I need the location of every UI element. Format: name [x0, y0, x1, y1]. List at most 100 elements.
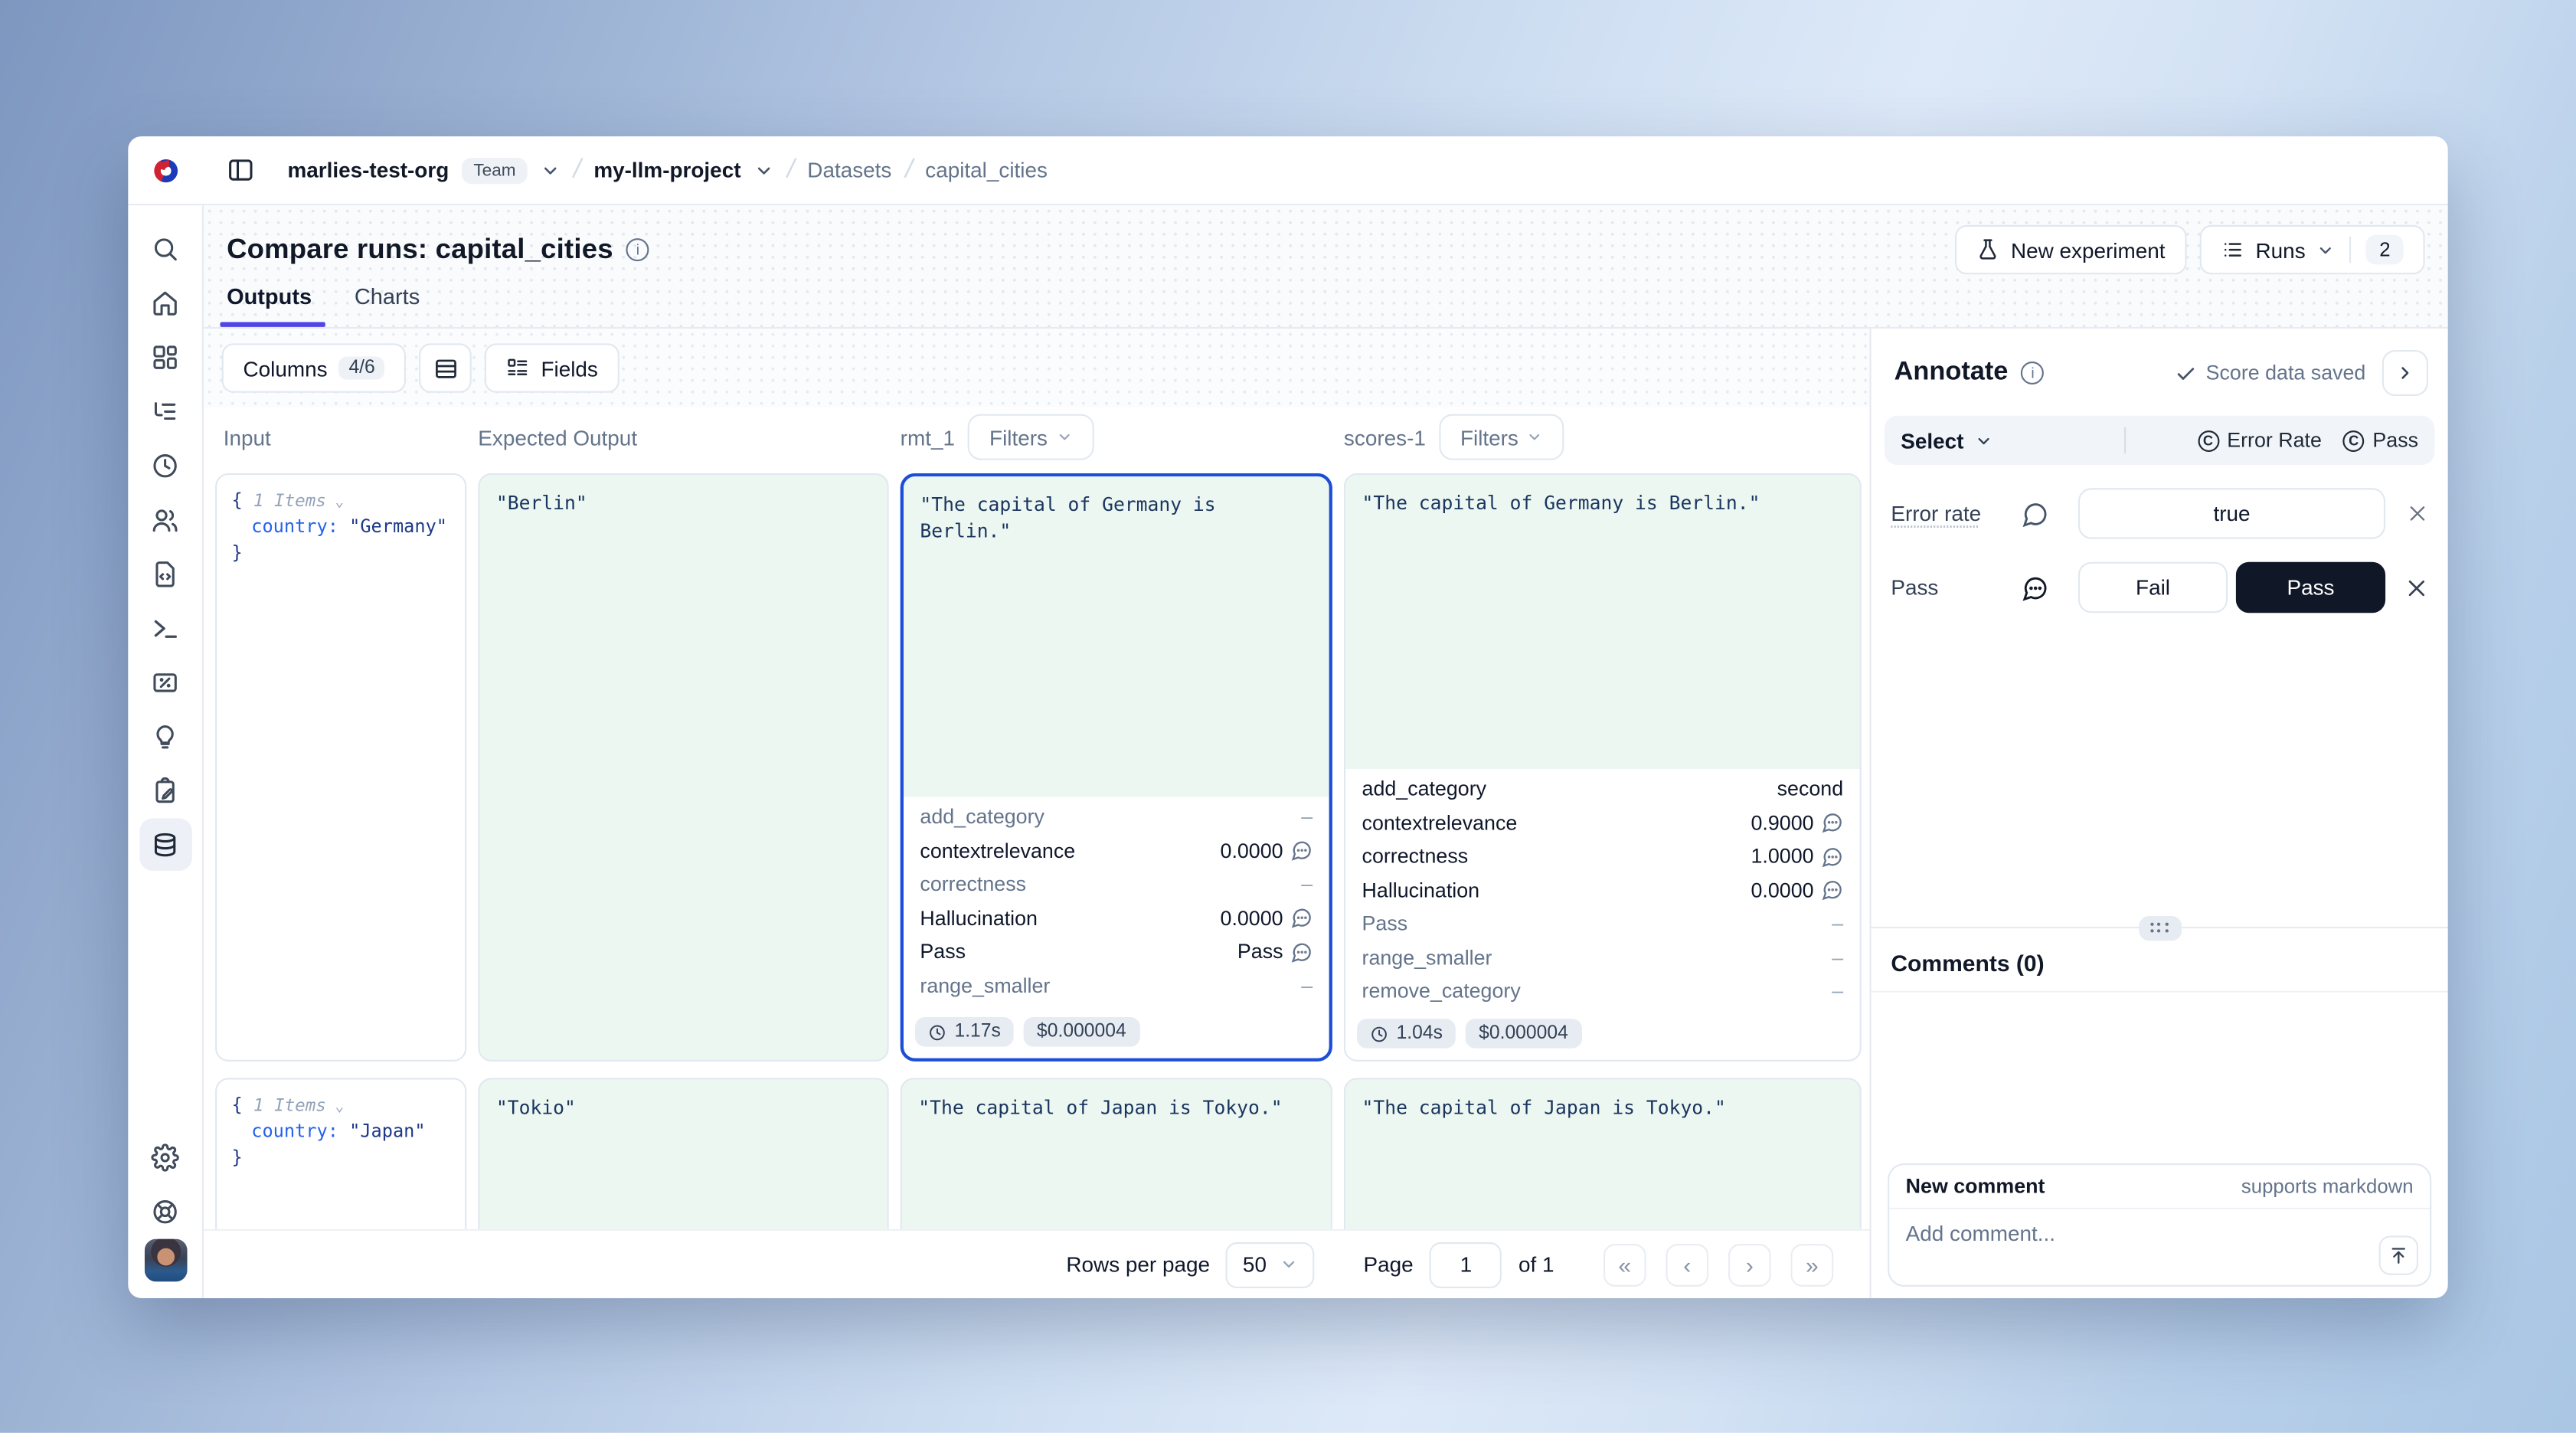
annotation-queues-icon[interactable] — [139, 764, 191, 817]
breadcrumb-separator: / — [783, 155, 798, 184]
run1-output-cell-selected[interactable]: "The capital of Germany is Berlin." add_… — [900, 473, 1332, 1062]
expected-output-cell[interactable]: "Berlin" — [478, 473, 889, 1062]
tab-charts[interactable]: Charts — [354, 284, 420, 309]
breadcrumb-separator: / — [570, 155, 584, 184]
latency-badge: 1.17s — [914, 1017, 1015, 1047]
breadcrumb-org[interactable]: marlies-test-org — [287, 157, 449, 183]
runs-chevron-down-icon — [2317, 240, 2336, 259]
columns-button[interactable]: Columns 4/6 — [221, 343, 407, 393]
score-comment-icon[interactable] — [1822, 879, 1843, 901]
table-rows: { 1 Items ⌄ country: "Germany" } "Berlin… — [204, 473, 1869, 1229]
json-collapse-icon[interactable]: ⌄ — [325, 1099, 345, 1116]
rows-per-page-select[interactable]: 50 — [1226, 1241, 1315, 1287]
home-icon[interactable] — [139, 276, 191, 329]
expected-output-cell[interactable]: "Tokio" — [478, 1078, 889, 1229]
annotate-section: Annotate i Score data saved — [1872, 329, 2448, 927]
annotate-info-icon[interactable]: i — [2021, 361, 2045, 385]
prompts-file-icon[interactable] — [139, 547, 191, 600]
pass-option-button-selected[interactable]: Pass — [2235, 561, 2386, 613]
sidebar-item-datasets[interactable] — [139, 818, 191, 872]
grip-dots-icon — [2149, 922, 2169, 934]
page-number-input[interactable] — [1430, 1241, 1502, 1287]
score-comment-icon[interactable] — [1822, 846, 1843, 867]
run1-filters-button[interactable]: Filters — [968, 414, 1094, 460]
collapse-panel-button[interactable] — [2381, 349, 2428, 397]
fields-button[interactable]: Fields — [485, 343, 619, 393]
breadcrumb-datasets[interactable]: Datasets — [807, 157, 892, 183]
json-brace: { — [231, 1094, 243, 1116]
table-header-row: Input Expected Output rmt_1 Filters sc — [204, 407, 1869, 473]
json-items-label[interactable]: 1 Items — [253, 491, 326, 512]
comment-bubble-icon[interactable] — [2022, 500, 2078, 527]
config-badge-pass[interactable]: C Pass — [2342, 429, 2418, 452]
config-icon: C — [2197, 430, 2219, 451]
annotate-panel: Annotate i Score data saved — [1869, 329, 2448, 1298]
llm-judge-lightbulb-icon[interactable] — [139, 710, 191, 763]
score-config-select[interactable]: Select — [1901, 428, 1993, 453]
previous-page-button[interactable]: ‹ — [1666, 1242, 1709, 1286]
title-info-icon[interactable]: i — [626, 238, 649, 262]
sessions-clock-icon[interactable] — [139, 439, 191, 492]
submit-comment-button[interactable] — [2378, 1235, 2419, 1275]
score-comment-icon[interactable] — [1291, 840, 1313, 862]
last-page-button[interactable]: » — [1790, 1242, 1834, 1286]
evaluation-icon[interactable] — [139, 656, 191, 708]
run1-output-cell[interactable]: "The capital of Japan is Tokyo." — [900, 1078, 1332, 1229]
row-height-button[interactable] — [419, 343, 472, 393]
annotate-row-error-rate: Error rate — [1872, 488, 2448, 539]
column-header-run1: rmt_1 — [900, 424, 955, 450]
score-value: – — [1301, 872, 1313, 896]
score-label-error-rate[interactable]: Error rate — [1891, 501, 1982, 526]
tab-outputs[interactable]: Outputs — [220, 284, 325, 327]
panel-resize-handle[interactable] — [2138, 916, 2182, 941]
score-label-pass[interactable]: Pass — [1891, 574, 1939, 600]
sidebar — [128, 205, 204, 1298]
breadcrumb: marlies-test-org Team / my-llm-project /… — [204, 155, 1048, 185]
runs-button[interactable]: Runs 2 — [2199, 224, 2425, 275]
input-cell[interactable]: { 1 Items ⌄ country: "Germany" } — [215, 473, 467, 1062]
fail-option-button[interactable]: Fail — [2077, 561, 2228, 613]
clear-score-icon[interactable] — [2385, 502, 2428, 524]
search-icon[interactable] — [139, 222, 191, 275]
score-list: add_category second contextrelevance 0.900… — [1345, 769, 1860, 1009]
settings-gear-icon[interactable] — [139, 1130, 191, 1183]
playground-terminal-icon[interactable] — [139, 601, 191, 654]
rows-icon — [433, 355, 458, 380]
users-icon[interactable] — [139, 493, 191, 546]
json-collapse-icon[interactable]: ⌄ — [325, 494, 345, 512]
run2-filters-button[interactable]: Filters — [1439, 414, 1564, 460]
support-lifebuoy-icon[interactable] — [139, 1185, 191, 1238]
run-meta: 1.04s $0.000004 — [1345, 1009, 1860, 1060]
first-page-button[interactable]: « — [1603, 1242, 1646, 1286]
new-experiment-button[interactable]: New experiment — [1955, 224, 2187, 275]
sidebar-toggle-icon[interactable] — [227, 156, 254, 184]
project-chevron-down-icon[interactable] — [754, 160, 774, 180]
json-brace: { — [231, 489, 243, 512]
breadcrumb-dataset-name[interactable]: capital_cities — [925, 157, 1048, 183]
tracing-icon[interactable] — [139, 384, 191, 437]
next-page-button[interactable]: › — [1728, 1242, 1771, 1286]
user-avatar[interactable] — [143, 1238, 187, 1282]
input-cell[interactable]: { 1 Items ⌄ country: "Japan" } — [215, 1078, 467, 1229]
score-comment-icon[interactable] — [1822, 812, 1843, 833]
dashboard-icon[interactable] — [139, 330, 191, 383]
main-content: Compare runs: capital_cities i New exper… — [204, 205, 2448, 1298]
breadcrumb-project[interactable]: my-llm-project — [593, 157, 741, 183]
comment-bubble-more-icon[interactable] — [2022, 574, 2078, 600]
org-logo[interactable] — [128, 155, 204, 185]
clock-icon — [930, 1024, 945, 1040]
org-chevron-down-icon[interactable] — [541, 160, 561, 180]
run2-output-cell[interactable]: "The capital of Germany is Berlin." add_… — [1343, 473, 1862, 1062]
config-badge-error-rate[interactable]: C Error Rate — [2197, 429, 2322, 452]
comment-textarea[interactable] — [1889, 1209, 2431, 1285]
json-items-label[interactable]: 1 Items — [253, 1095, 326, 1116]
rows-per-page-label: Rows per page — [1066, 1251, 1211, 1277]
clear-score-icon[interactable] — [2385, 576, 2428, 599]
score-comment-icon[interactable] — [1291, 941, 1313, 963]
page-title: Compare runs: capital_cities — [227, 233, 613, 265]
error-rate-input[interactable] — [2077, 488, 2386, 539]
column-header-expected-output: Expected Output — [478, 424, 638, 450]
column-header-input: Input — [223, 424, 271, 450]
run2-output-cell[interactable]: "The capital of Japan is Tokyo." — [1343, 1078, 1862, 1229]
score-comment-icon[interactable] — [1291, 908, 1313, 929]
